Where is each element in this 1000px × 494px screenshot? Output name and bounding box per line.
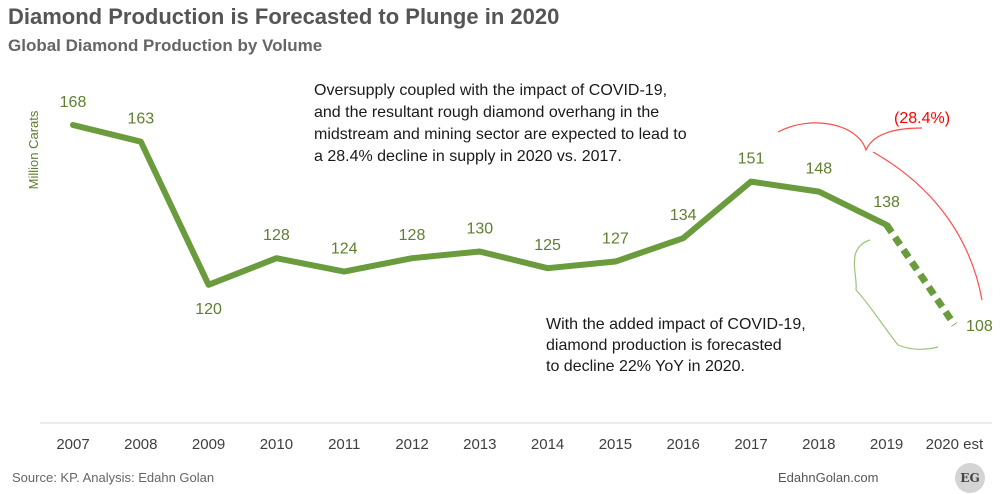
data-label: 130 — [466, 221, 493, 238]
y-axis-label: Million Carats — [26, 110, 41, 189]
x-tick-label: 2010 — [260, 436, 293, 453]
x-tick-label: 2008 — [124, 436, 157, 453]
data-label: 148 — [805, 161, 832, 178]
data-label: 125 — [534, 237, 561, 254]
annotations: Oversupply coupled with the impact of CO… — [314, 82, 950, 375]
x-tick-label: 2011 — [328, 436, 360, 453]
annotation-decline: (28.4%) — [894, 110, 950, 127]
x-tick-label: 2018 — [802, 436, 835, 453]
annotation-oversupply: and the resultant rough diamond overhang… — [314, 104, 659, 121]
logo-badge: EG — [955, 463, 985, 493]
series-production: 168 163 120 128 124 128 130 125 127 134 151 148 138 1… — [60, 94, 993, 335]
annotation-covid: diamond production is forecasted — [546, 337, 782, 354]
data-label: 124 — [331, 241, 358, 258]
data-label: 168 — [60, 94, 87, 111]
bracket-red-top — [777, 122, 923, 152]
source-note: Source: KP. Analysis: Edahn Golan — [12, 470, 215, 485]
x-tick-label: 2017 — [734, 436, 767, 453]
annotation-covid: With the added impact of COVID-19, — [546, 316, 806, 333]
x-axis: 2007 2008 2009 2010 2011 2012 2013 2014 2015 2016… — [40, 422, 992, 453]
data-label: 128 — [263, 227, 290, 244]
x-tick-label: 2013 — [463, 436, 496, 453]
bracket-red-side — [872, 151, 983, 301]
data-label: 108 — [966, 318, 993, 335]
series-line-forecast — [883, 222, 958, 327]
data-label: 138 — [873, 194, 900, 211]
site-credit: EdahnGolan.com — [778, 470, 879, 485]
annotation-covid: to decline 22% YoY in 2020. — [546, 358, 745, 375]
data-label: 163 — [127, 111, 154, 128]
bracket-green — [853, 239, 939, 350]
x-tick-label: 2020 est — [926, 436, 984, 453]
chart-title: Diamond Production is Forecasted to Plun… — [8, 4, 560, 29]
x-tick-label: 2014 — [531, 436, 564, 453]
data-label: 134 — [670, 207, 697, 224]
x-tick-label: 2007 — [56, 436, 89, 453]
data-label: 127 — [602, 231, 629, 248]
x-tick-label: 2009 — [192, 436, 225, 453]
x-tick-label: 2019 — [870, 436, 903, 453]
series-line-actual — [70, 122, 890, 288]
data-label: 120 — [195, 301, 222, 318]
annotation-oversupply: a 28.4% decline in supply in 2020 vs. 20… — [314, 148, 622, 165]
chart-subtitle: Global Diamond Production by Volume — [8, 36, 323, 55]
data-label: 151 — [738, 151, 765, 168]
x-tick-label: 2015 — [599, 436, 632, 453]
annotation-brackets — [777, 122, 983, 350]
data-label: 128 — [399, 227, 426, 244]
x-tick-label: 2016 — [667, 436, 700, 453]
annotation-oversupply: Oversupply coupled with the impact of CO… — [314, 82, 667, 99]
x-tick-label: 2012 — [395, 436, 428, 453]
annotation-oversupply: midstream and mining sector are expected… — [314, 126, 687, 143]
